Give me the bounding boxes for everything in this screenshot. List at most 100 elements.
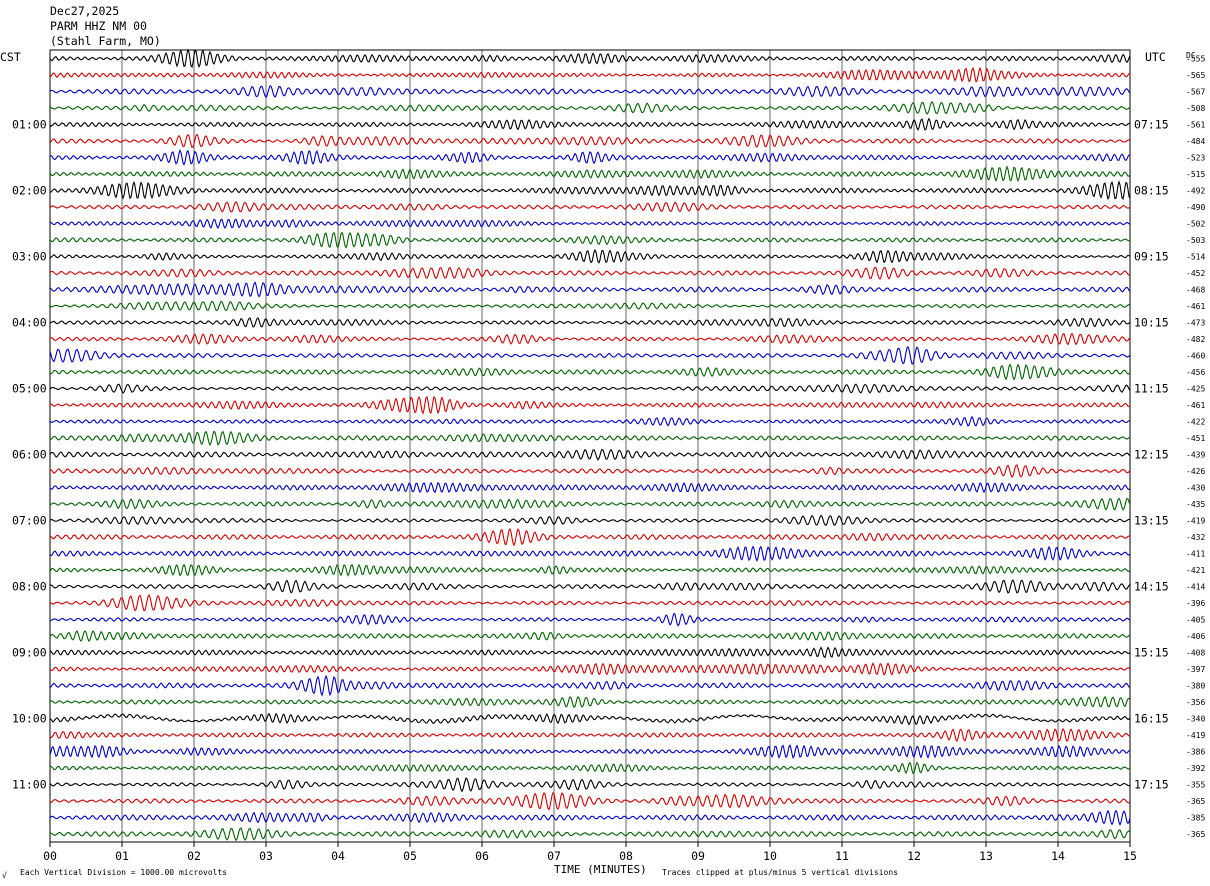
x-tick-label: 07	[547, 849, 561, 863]
dc-offset-label: -432	[1186, 533, 1205, 542]
plot-border	[49, 49, 1131, 843]
dc-offset-label: -523	[1186, 154, 1205, 163]
x-tick-label: 00	[43, 849, 57, 863]
cst-hour-labels: 01:00 02:00 03:00 04:00 05:00 06:00 07:00 08:00…	[12, 118, 47, 792]
location-label: (Stahl Farm, MO)	[50, 34, 161, 48]
trace-line	[49, 332, 1131, 346]
x-tick-label: 11	[835, 849, 849, 863]
trace-line	[50, 218, 1131, 230]
dc-offset-label: -419	[1186, 731, 1205, 740]
utc-hour-label: 17:15	[1134, 778, 1169, 792]
trace-line	[49, 281, 1131, 298]
trace-line	[49, 117, 1131, 131]
dc-offset-label: -473	[1186, 319, 1205, 328]
trace-line	[49, 674, 1131, 697]
x-tick-label: 15	[1123, 849, 1137, 863]
dc-offset-label: -356	[1186, 698, 1205, 707]
cst-hour-label: 02:00	[12, 184, 47, 198]
dc-offset-label: -406	[1186, 632, 1205, 641]
dc-offset-label: -419	[1186, 517, 1205, 526]
trace-line	[50, 363, 1131, 381]
x-tick-label: 14	[1051, 849, 1065, 863]
time-grid	[49, 49, 1131, 843]
trace-line	[49, 497, 1131, 511]
dc-offset-label: -408	[1186, 649, 1205, 658]
trace-line	[49, 727, 1131, 743]
trace-line	[49, 579, 1131, 594]
utc-hour-labels: 07:15 08:15 09:15 10:15 11:15 12:15 13:15 14:15…	[1134, 118, 1169, 792]
trace-line	[49, 791, 1131, 811]
trace-line	[49, 464, 1131, 478]
trace-line	[49, 201, 1131, 213]
x-tick-label: 06	[475, 849, 489, 863]
dc-offset-label: -565	[1186, 71, 1205, 80]
clip-note: Traces clipped at plus/minus 5 vertical …	[662, 868, 898, 877]
trace-line	[49, 545, 1131, 563]
x-tick-label: 05	[403, 849, 417, 863]
trace-line	[49, 662, 1131, 676]
utc-hour-label: 13:15	[1134, 514, 1169, 528]
dc-offset-label: -421	[1186, 566, 1205, 575]
dc-offset-label: -452	[1186, 269, 1205, 278]
trace-line	[49, 148, 1131, 166]
utc-hour-label: 10:15	[1134, 316, 1169, 330]
cst-hour-label: 09:00	[12, 646, 47, 660]
utc-hour-label: 11:15	[1134, 382, 1169, 396]
x-tick-label: 04	[331, 849, 345, 863]
trace-line	[49, 165, 1131, 183]
x-tick-label: 02	[187, 849, 201, 863]
utc-hour-label: 07:15	[1134, 118, 1169, 132]
trace-line	[49, 300, 1131, 312]
trace-line	[49, 85, 1131, 99]
dc-offset-label: -430	[1186, 484, 1205, 493]
cst-hour-label: 07:00	[12, 514, 47, 528]
dc-offset-label: -484	[1186, 137, 1205, 146]
trace-line	[49, 777, 1131, 793]
x-tick-label: 01	[115, 849, 129, 863]
dc-offset-label: -392	[1186, 764, 1205, 773]
utc-hour-label: 15:15	[1134, 646, 1169, 660]
cst-hour-label: 10:00	[12, 712, 47, 726]
dc-offset-label: -380	[1186, 682, 1205, 691]
dc-offset-label: -425	[1186, 385, 1205, 394]
trace-line	[49, 827, 1131, 842]
dc-offset-label: -451	[1186, 434, 1205, 443]
cst-hour-label: 05:00	[12, 382, 47, 396]
trace-line	[49, 66, 1131, 83]
trace-line	[49, 712, 1131, 726]
dc-offset-label: -461	[1186, 302, 1205, 311]
trace-line	[49, 48, 1131, 69]
dc-offset-label: -365	[1186, 797, 1205, 806]
right-timezone-label: UTC	[1145, 50, 1166, 64]
cst-hour-label: 11:00	[12, 778, 47, 792]
dc-offset-label: -365	[1186, 830, 1205, 839]
dc-offset-label: -515	[1186, 170, 1205, 179]
dc-offset-label: -435	[1186, 500, 1205, 509]
station-label: PARM HHZ NM 00	[50, 19, 147, 33]
dc-label: DC	[1186, 51, 1196, 60]
trace-line	[49, 430, 1131, 447]
trace-line	[49, 266, 1131, 280]
trace-line	[49, 514, 1131, 526]
dc-offset-label: -514	[1186, 253, 1205, 262]
x-axis-ticks: 00 01 02 03 04 05 06 07 08 09 10 11 12 13 14 15	[43, 842, 1137, 863]
trace-line	[49, 133, 1131, 149]
trace-line	[49, 761, 1131, 775]
dc-offset-label: -490	[1186, 203, 1205, 212]
dc-offset-label: -492	[1186, 187, 1205, 196]
dc-offset-label: -396	[1186, 599, 1205, 608]
dc-offset-label: -468	[1186, 286, 1205, 295]
dc-offset-label: -439	[1186, 451, 1205, 460]
x-tick-label: 13	[979, 849, 993, 863]
cst-hour-label: 04:00	[12, 316, 47, 330]
cst-hour-label: 06:00	[12, 448, 47, 462]
trace-line	[49, 180, 1131, 201]
trace-line	[49, 630, 1131, 643]
trace-line	[49, 809, 1131, 826]
trace-line	[49, 231, 1131, 249]
dc-offset-label: -482	[1186, 335, 1205, 344]
dc-offset-label: -385	[1186, 814, 1205, 823]
dc-offset-label: -460	[1186, 352, 1205, 361]
cst-hour-label: 03:00	[12, 250, 47, 264]
